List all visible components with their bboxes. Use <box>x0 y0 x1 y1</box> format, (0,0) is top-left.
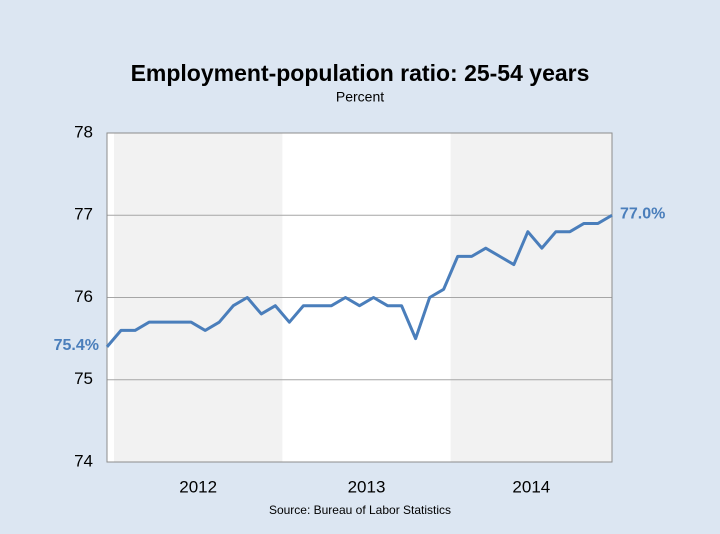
value-label: 75.4% <box>54 337 99 354</box>
y-tick-label: 74 <box>74 451 93 470</box>
line <box>105 213 613 348</box>
value-label: 77.0% <box>620 205 665 222</box>
x-tick-label: 2014 <box>512 477 550 496</box>
y-tick-label: 75 <box>74 369 93 388</box>
chart-title: Employment-population ratio: 25-54 years <box>131 60 590 86</box>
x-tick-label: 2013 <box>348 477 386 496</box>
source: Source: Bureau of Labor Statistics <box>269 503 451 517</box>
plot-border <box>106 132 613 463</box>
y-tick-label: 76 <box>74 287 93 306</box>
y-tick-label: 77 <box>74 205 93 224</box>
chart-subtitle: Percent <box>336 89 384 105</box>
x-tick-label: 2012 <box>179 477 217 496</box>
y-tick-label: 78 <box>74 122 93 141</box>
